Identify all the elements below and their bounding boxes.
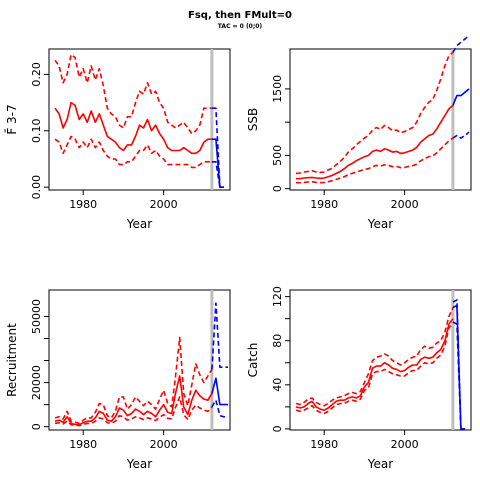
fbar-y-tick-label: 0.10 bbox=[30, 119, 43, 144]
recruitment-plot-frame bbox=[48, 289, 231, 431]
recruitment-historic-lower-line bbox=[54, 396, 213, 427]
catch-plot-frame bbox=[289, 289, 472, 431]
recruitment-y-tick-label: 0 bbox=[30, 423, 43, 430]
catch-historic-median-line bbox=[295, 318, 454, 412]
catch-y-tick-label: 80 bbox=[271, 334, 284, 348]
ssb-y-tick-label: 500 bbox=[271, 145, 284, 166]
recruitment-x-tick-label: 2000 bbox=[150, 438, 178, 451]
ssb-x-tick-label: 1980 bbox=[310, 198, 338, 211]
ssb-y-tick-label: 1500 bbox=[271, 75, 284, 103]
ssb-x-tick-label: 2000 bbox=[391, 198, 419, 211]
fbar-projection-median-line bbox=[211, 138, 224, 188]
fbar-projection-lower-line bbox=[211, 161, 224, 188]
catch-y-axis-label: Catch bbox=[246, 343, 260, 378]
ssb-y-tick-label: 0 bbox=[271, 185, 284, 192]
fbar-y-tick-label: 0.20 bbox=[30, 62, 43, 87]
fbar-projection-upper-line bbox=[211, 107, 224, 188]
fbar-y-axis-label: F̄ 3-7 bbox=[5, 104, 19, 134]
fbar-plot-frame bbox=[48, 48, 231, 191]
ssb-historic-lower-line bbox=[296, 137, 454, 184]
recruitment-x-tick-label: 1980 bbox=[69, 438, 97, 451]
ssb-historic-upper-line bbox=[295, 51, 454, 175]
recruitment-y-tick-label: 50000 bbox=[30, 299, 43, 334]
recruitment-y-tick-label: 20000 bbox=[30, 365, 43, 400]
catch-historic-lower-line bbox=[295, 323, 454, 415]
fbar-historic-upper-line bbox=[54, 53, 212, 135]
catch-y-tick-label: 40 bbox=[271, 378, 284, 392]
recruitment-historic-median-line bbox=[54, 375, 213, 426]
recruitment-y-axis-label: Recruitment bbox=[5, 323, 19, 397]
fbar-historic-median-line bbox=[54, 101, 212, 155]
fbar-x-axis-label: Year bbox=[126, 217, 152, 231]
recruitment-x-axis-label: Year bbox=[126, 457, 152, 471]
catch-x-tick-label: 2000 bbox=[391, 438, 419, 451]
ssb-historic-median-line bbox=[296, 104, 454, 180]
catch-y-tick-label: 0 bbox=[271, 425, 284, 432]
figure-title: Fsq, then FMult=0 bbox=[188, 10, 292, 21]
ssb-projection-lower-line bbox=[452, 131, 470, 139]
ssb-x-axis-label: Year bbox=[367, 217, 393, 231]
catch-x-tick-label: 1980 bbox=[310, 438, 338, 451]
fbar-y-tick-label: 0.00 bbox=[30, 175, 43, 200]
catch-projection-upper-line bbox=[452, 299, 465, 430]
recruitment-projection-upper-line bbox=[211, 302, 228, 370]
catch-historic-upper-line bbox=[295, 307, 454, 407]
figure-subtitle: TAC = 0 (0;0) bbox=[217, 23, 263, 30]
catch-x-axis-label: Year bbox=[367, 457, 393, 471]
catch-projection-median-line bbox=[452, 304, 465, 430]
fbar-x-tick-label: 1980 bbox=[69, 198, 97, 211]
catch-y-tick-label: 120 bbox=[271, 286, 284, 307]
ssb-projection-upper-line bbox=[452, 35, 470, 53]
fbar-historic-lower-line bbox=[54, 135, 212, 169]
ssb-y-axis-label: SSB bbox=[246, 108, 260, 131]
recruitment-historic-upper-line bbox=[54, 336, 213, 425]
fbar-x-tick-label: 2000 bbox=[150, 198, 178, 211]
ssb-plot-frame bbox=[289, 48, 472, 191]
ssb-projection-median-line bbox=[452, 88, 470, 106]
recruitment-projection-median-line bbox=[211, 377, 228, 406]
